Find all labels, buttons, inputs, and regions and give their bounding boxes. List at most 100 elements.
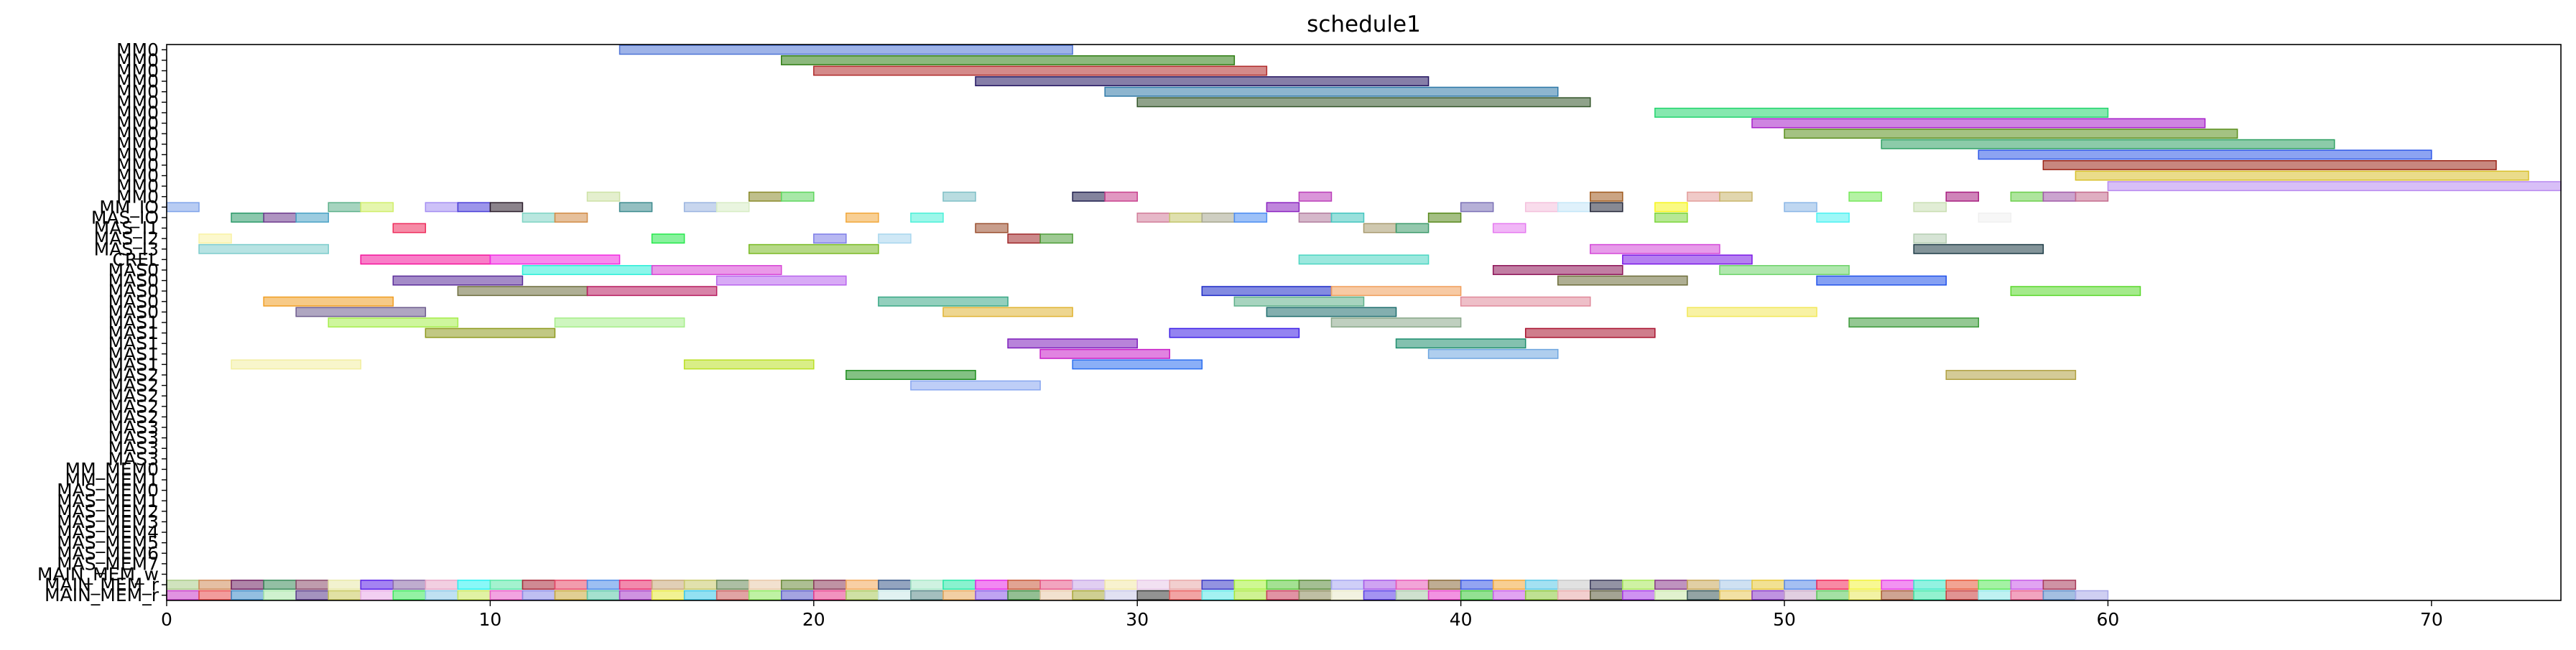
schedule-bar (1363, 580, 1397, 590)
y-tick-label: MAS_MEM3 (57, 511, 159, 532)
schedule-bar (1719, 191, 1753, 202)
schedule-bar (489, 580, 524, 590)
y-tick-label: MAS_MEM6 (57, 543, 159, 564)
schedule-bar (1492, 265, 1623, 275)
schedule-bar (1104, 580, 1138, 590)
schedule-bar (522, 590, 556, 600)
schedule-bar (2075, 590, 2109, 600)
y-tick-label: MAS2 (108, 375, 159, 396)
schedule-bar (1201, 580, 1236, 590)
schedule-bar (1039, 233, 1073, 244)
schedule-bar (878, 590, 912, 600)
schedule-bar (1169, 328, 1300, 338)
schedule-bar (1072, 590, 1106, 600)
schedule-bar (263, 213, 297, 223)
y-tick-label: MM0 (116, 165, 159, 186)
schedule-bar (878, 233, 912, 244)
schedule-bar (1622, 580, 1656, 590)
schedule-bar (1784, 590, 1817, 600)
schedule-bar (1654, 213, 1688, 223)
schedule-bar (1784, 129, 2238, 139)
schedule-bar (1524, 202, 1559, 213)
schedule-bar (1622, 590, 1656, 600)
schedule-bar (1233, 213, 1268, 223)
schedule-bar (586, 191, 621, 202)
schedule-bar (457, 202, 491, 213)
schedule-bar (1298, 213, 1333, 223)
schedule-bar (1913, 233, 1947, 244)
schedule-bar (328, 590, 361, 600)
schedule-bar (1945, 580, 1980, 590)
schedule-bar (1427, 213, 1462, 223)
schedule-bar (1233, 590, 1268, 600)
schedule-bar (1687, 580, 1720, 590)
y-tick-label: MAS_I2 (94, 228, 159, 249)
schedule-bar (231, 213, 264, 223)
y-tick-label: MM0 (116, 60, 159, 81)
schedule-bar (942, 307, 1073, 317)
y-tick-label: MM0 (116, 176, 159, 197)
y-axis: MM0MM0MM0MM0MM0MM0MM0MM0MM0MM0MM0MM0MM0M… (37, 40, 167, 605)
schedule-bar (845, 580, 879, 590)
schedule-bar (2010, 286, 2141, 297)
schedule-bar (1654, 202, 1688, 213)
schedule-bar (618, 590, 653, 600)
schedule-bar (1266, 590, 1300, 600)
schedule-bar (1136, 97, 1591, 108)
y-tick-label: MAS3 (108, 417, 159, 438)
schedule-bar (1557, 275, 1688, 286)
schedule-bar (878, 580, 912, 590)
schedule-bar (1007, 580, 1041, 590)
y-tick-label: MAS_I3 (94, 238, 159, 259)
schedule-bar (231, 590, 264, 600)
schedule-bar (748, 243, 879, 254)
schedule-bar (651, 580, 685, 590)
schedule-bar (1848, 191, 1882, 202)
schedule-bar (198, 580, 232, 590)
schedule-bar (1557, 580, 1591, 590)
schedule-bar (1751, 590, 1785, 600)
schedule-bar (1978, 213, 2012, 223)
schedule-bar (1136, 213, 1171, 223)
schedule-bar (618, 45, 1073, 55)
schedule-bar (522, 580, 556, 590)
schedule-bar (1913, 590, 1947, 600)
schedule-bar (489, 202, 524, 213)
schedule-bar (1816, 580, 1850, 590)
schedule-bar (1945, 590, 1980, 600)
y-tick-label: MAS2 (108, 407, 159, 427)
schedule-bar (1590, 191, 1623, 202)
schedule-bar (1233, 296, 1365, 307)
schedule-bar (2042, 590, 2077, 600)
schedule-bar (1395, 590, 1430, 600)
x-tick-label: 0 (161, 609, 172, 630)
schedule-bar (263, 580, 297, 590)
schedule-bar (1945, 191, 1980, 202)
x-tick-label: 70 (2420, 609, 2443, 630)
schedule-bar (748, 191, 782, 202)
chart-title: schedule1 (1307, 11, 1421, 37)
schedule-bar (781, 55, 1236, 65)
schedule-bar (845, 213, 879, 223)
schedule-bar (360, 254, 491, 265)
schedule-bar (1072, 580, 1106, 590)
schedule-bar (813, 233, 847, 244)
schedule-bar (1007, 233, 1041, 244)
y-tick-label: MAS0 (108, 281, 159, 302)
schedule-bar (2010, 590, 2044, 600)
schedule-bar (166, 590, 200, 600)
schedule-bar (845, 370, 976, 380)
schedule-bar (1136, 590, 1171, 600)
schedule-bar (1557, 202, 1591, 213)
schedule-bar (1363, 223, 1397, 233)
y-tick-label: MAS2 (108, 396, 159, 417)
schedule-bar (1590, 243, 1720, 254)
y-tick-label: MAS3 (108, 427, 159, 448)
x-tick-label: 30 (1126, 609, 1149, 630)
schedule-bar (1201, 590, 1236, 600)
y-tick-label: MM0 (116, 71, 159, 92)
schedule-bar (2107, 181, 2562, 192)
schedule-bar (1590, 580, 1623, 590)
y-tick-label: MM0 (116, 113, 159, 134)
schedule-bar (813, 590, 847, 600)
